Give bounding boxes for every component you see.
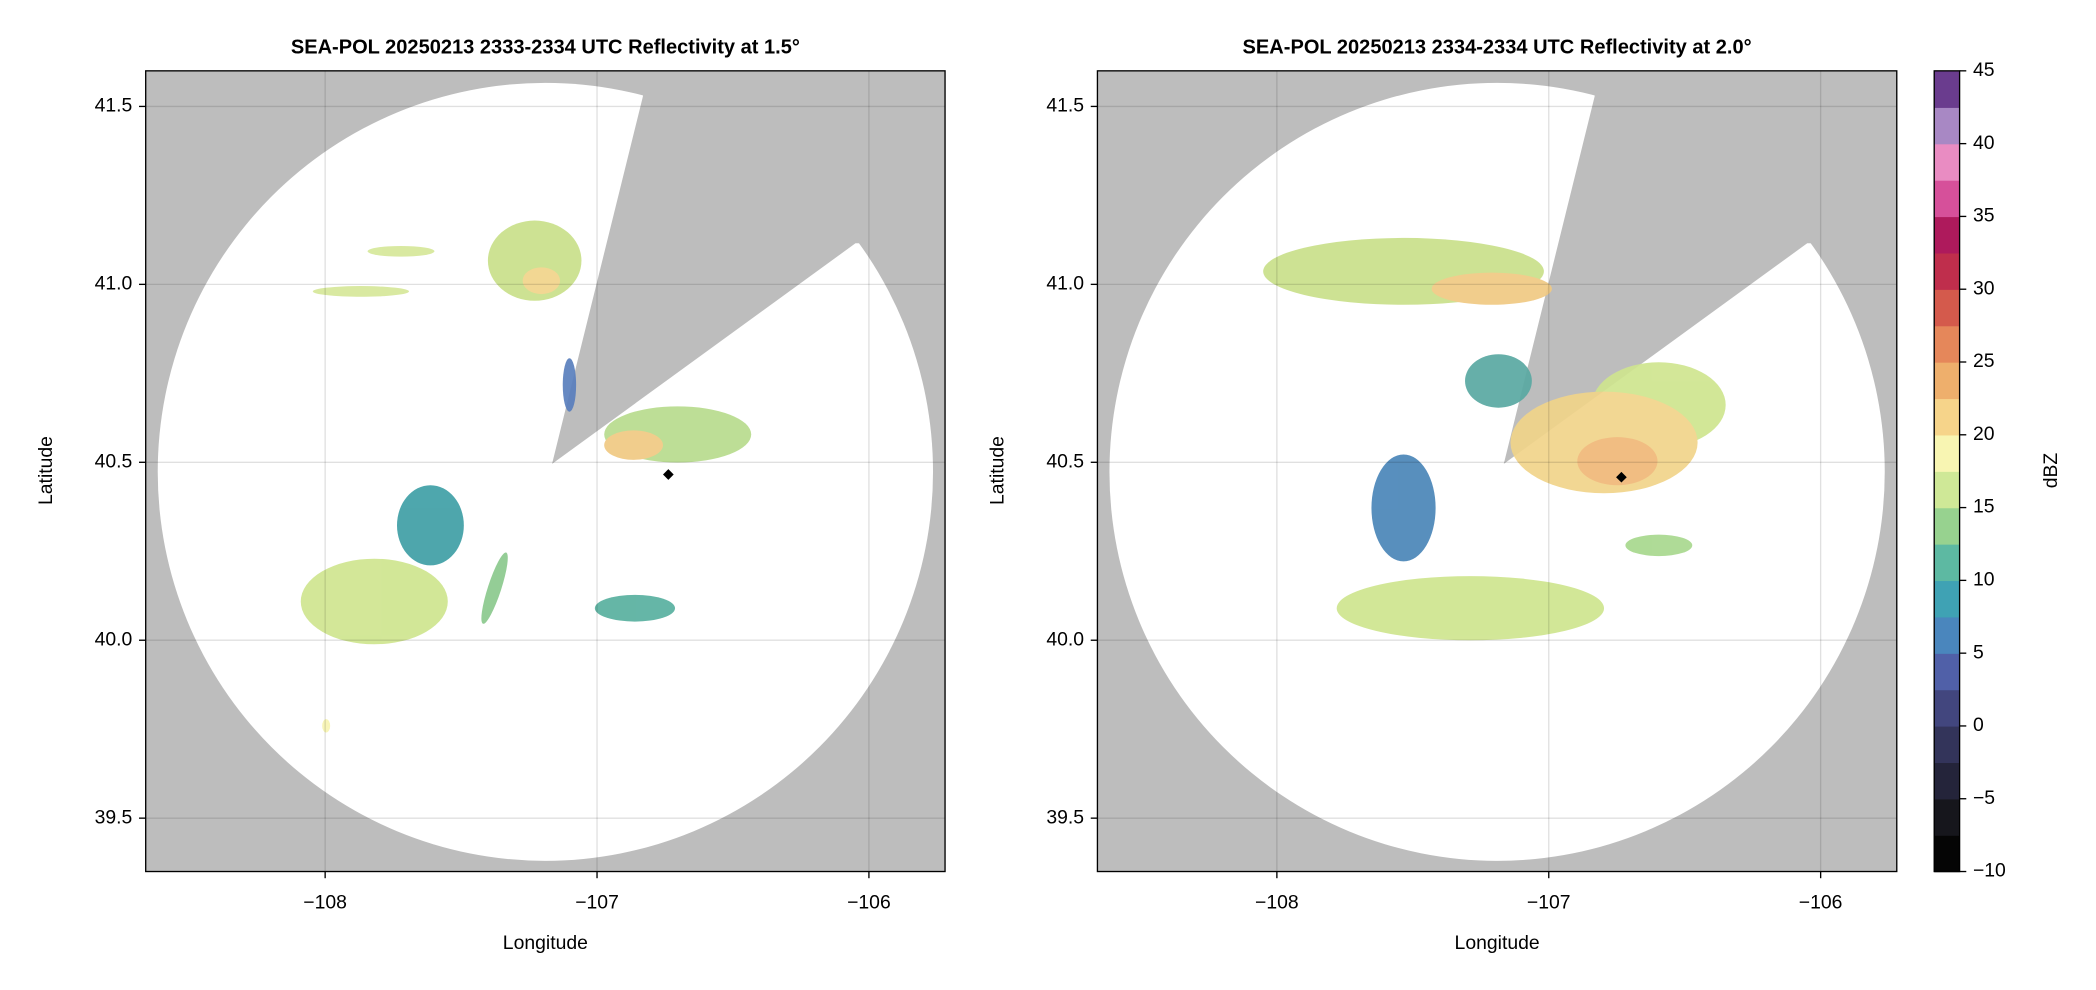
x-tick-label: −106 [1799, 892, 1843, 914]
x-axis-label: Longitude [1455, 932, 1540, 954]
colorbar-swatch [1934, 543, 1960, 582]
colorbar-tick-label: 25 [1973, 350, 1995, 372]
y-tick-label: 40.5 [95, 450, 133, 472]
colorbar-swatch [1934, 507, 1960, 545]
colorbar-swatch [1934, 325, 1960, 363]
colorbar-swatch [1934, 580, 1960, 618]
radar-site [1616, 471, 1627, 483]
colorbar-swatch [1934, 107, 1960, 145]
colorbar-swatch [1934, 398, 1960, 436]
x-tick-label: −106 [847, 892, 891, 914]
colorbar-tick-label: 10 [1973, 568, 1995, 590]
colorbar-label: dBZ [2040, 453, 2062, 489]
colorbar-tick-label: 30 [1973, 277, 1995, 299]
colorbar-swatch [1934, 252, 1960, 290]
map-area [1097, 70, 1897, 872]
blocked-sector [552, 70, 946, 464]
echo [604, 430, 664, 460]
y-tick-label: 41.0 [1046, 272, 1084, 294]
colorbar-tick-label: 45 [1973, 59, 1995, 81]
colorbar-tick-label: 35 [1973, 205, 1995, 227]
y-tick-label: 41.0 [95, 272, 133, 294]
colorbar-swatch [1934, 798, 1960, 836]
x-tick-label: −108 [303, 892, 347, 914]
x-tick-label: −107 [575, 892, 619, 914]
echo [1371, 454, 1436, 562]
echo [1577, 437, 1658, 486]
y-tick-label: 41.5 [1046, 95, 1084, 117]
colorbar-swatch [1934, 434, 1960, 472]
y-tick-label: 40.0 [95, 628, 133, 650]
y-tick-label: 40.5 [1046, 450, 1084, 472]
radar-site [663, 469, 674, 480]
colorbar-swatch [1934, 180, 1960, 218]
colorbar-swatch [1934, 362, 1960, 400]
grid [145, 70, 946, 872]
echoes [300, 220, 752, 733]
map-panel: SEA-POL 20250213 2333-2334 UTC Reflectiv… [35, 36, 946, 954]
echo [396, 485, 464, 566]
x-tick-label: −107 [1527, 892, 1571, 914]
colorbar-swatch [1934, 616, 1960, 654]
x-tick-label: −108 [1255, 892, 1299, 914]
echo [594, 594, 676, 622]
colorbar-swatch [1934, 143, 1960, 181]
colorbar-frame [1933, 70, 1961, 873]
echo [300, 558, 448, 645]
echo [562, 358, 577, 412]
blocked-sector [1503, 70, 1897, 464]
y-tick-label: 39.5 [95, 806, 133, 828]
colorbar-swatch [1934, 216, 1960, 254]
map-area [145, 70, 946, 872]
colorbar-tick-label: 20 [1973, 423, 1995, 445]
axes-frame [145, 70, 946, 873]
y-axis-label: Latitude [35, 436, 57, 505]
echo [1465, 354, 1532, 408]
figure-body: SEA-POL 20250213 2333-2334 UTC Reflectiv… [35, 36, 2062, 953]
axes-frame [1096, 70, 1898, 873]
colorbar-tick-label: −10 [1973, 860, 2006, 882]
echo [312, 286, 410, 297]
chart-title: SEA-POL 20250213 2334-2334 UTC Reflectiv… [1243, 36, 1752, 58]
colorbar-tick-label: 5 [1973, 641, 1984, 663]
y-axis-label: Latitude [987, 436, 1009, 505]
colorbar-swatch [1934, 289, 1960, 327]
colorbar-swatch [1934, 762, 1960, 800]
colorbar-swatch [1934, 725, 1960, 764]
colorbar-swatch [1934, 653, 1960, 691]
colorbar-swatch [1934, 835, 1960, 873]
echo [1625, 534, 1693, 557]
colorbar-tick-label: 0 [1973, 714, 1984, 736]
y-tick-label: 41.5 [95, 95, 133, 117]
grid [1097, 70, 1897, 872]
echo [1431, 272, 1552, 305]
echoes [1263, 237, 1726, 641]
colorbar-tick-label: 15 [1973, 496, 1995, 518]
echo [1336, 576, 1605, 641]
echo [367, 245, 435, 257]
map-panel: SEA-POL 20250213 2334-2334 UTC Reflectiv… [987, 36, 1898, 954]
colorbar-tick-label: 40 [1973, 132, 1995, 154]
echo [481, 552, 508, 624]
colorbar-swatch [1934, 471, 1960, 509]
colorbar-swatch [1934, 70, 1960, 108]
colorbar-swatch [1934, 689, 1960, 727]
y-tick-label: 40.0 [1046, 628, 1084, 650]
x-axis-label: Longitude [503, 932, 588, 954]
colorbar-tick-label: −5 [1973, 787, 1995, 809]
chart-title: SEA-POL 20250213 2333-2334 UTC Reflectiv… [291, 36, 800, 58]
echo [522, 267, 561, 295]
echo [322, 719, 331, 733]
y-tick-label: 39.5 [1046, 806, 1084, 828]
colorbar: dBZ −10 −5 0 5 10 15 20 25 30 35 40 45 [1933, 59, 2062, 882]
